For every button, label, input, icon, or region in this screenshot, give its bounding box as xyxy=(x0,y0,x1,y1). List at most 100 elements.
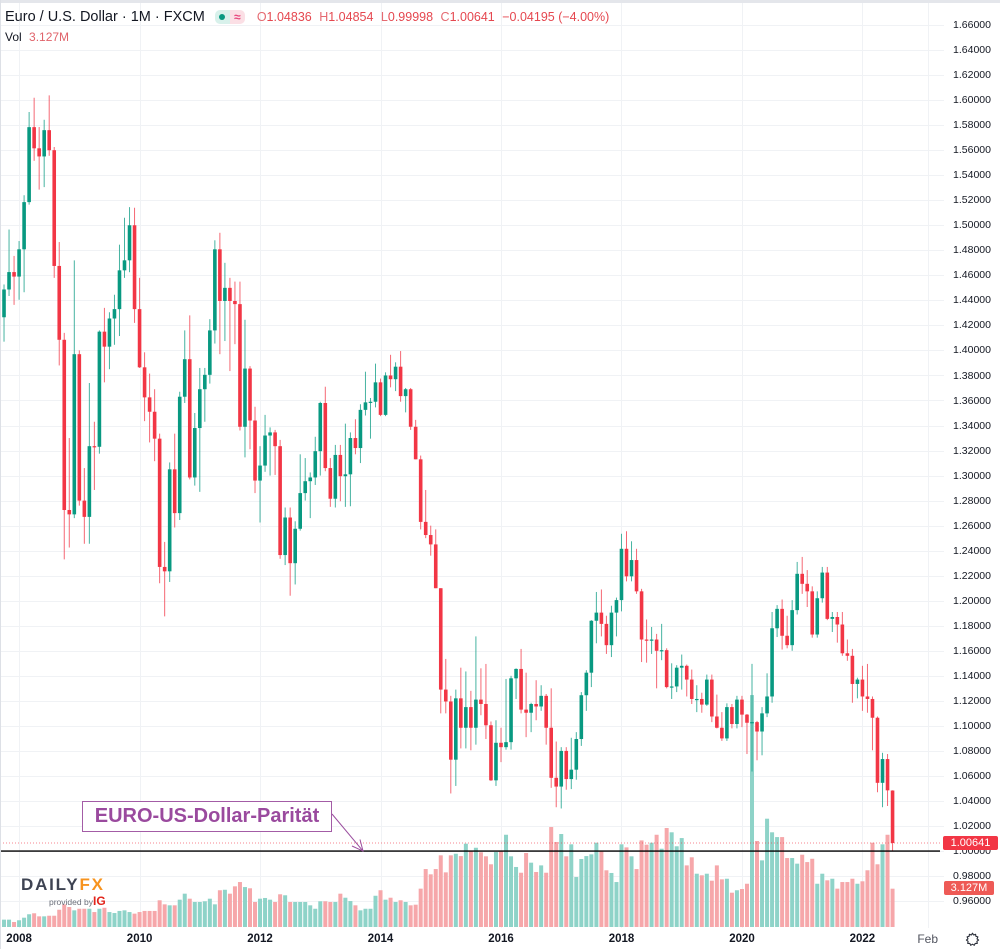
candle-body xyxy=(363,402,368,410)
candle xyxy=(388,354,393,388)
candle xyxy=(82,468,87,544)
candle xyxy=(97,330,102,454)
dailyfx-logo: DAILYFX provided by IG xyxy=(21,876,106,909)
candle-body xyxy=(408,389,413,427)
candle-body xyxy=(278,446,282,556)
candle-body xyxy=(604,623,609,646)
volume-bar xyxy=(32,913,37,927)
candle-body xyxy=(263,435,267,466)
candle-body xyxy=(805,583,810,592)
price-tick-label: 1.66000 xyxy=(953,19,991,31)
candle xyxy=(589,620,594,688)
candle xyxy=(659,623,664,661)
candle-body xyxy=(268,432,272,436)
volume-bar xyxy=(599,851,604,927)
volume-bar xyxy=(674,846,679,927)
candle-body xyxy=(574,739,579,770)
candle-body xyxy=(87,446,92,517)
candle xyxy=(2,284,6,342)
volume-bar xyxy=(378,890,383,927)
candle-body xyxy=(102,331,107,347)
dailyfx-wordmark: DAILYFX xyxy=(21,876,105,894)
candle xyxy=(218,232,222,355)
candle xyxy=(373,363,378,408)
candle-body xyxy=(609,612,614,646)
price-tick-label: 1.62000 xyxy=(953,69,991,82)
volume-bar xyxy=(212,904,217,927)
candle-body xyxy=(589,620,594,673)
candle-body xyxy=(800,573,804,584)
candle xyxy=(62,332,67,560)
price-tick-label: 1.46000 xyxy=(953,269,991,282)
market-status-pill[interactable]: ≈ xyxy=(214,10,245,24)
candle-body xyxy=(82,500,87,517)
volume-bar xyxy=(870,842,875,927)
candle-body xyxy=(855,679,860,684)
symbol-title[interactable]: Euro / U.S. Dollar · 1M · FXCM xyxy=(5,9,205,25)
volume-bar xyxy=(207,898,212,927)
candle xyxy=(92,421,97,490)
volume-bar xyxy=(815,883,820,927)
chart-settings-button[interactable] xyxy=(965,932,980,947)
volume-bar xyxy=(519,872,524,927)
volume-bar xyxy=(27,914,32,927)
candle xyxy=(679,654,684,690)
parity-annotation-box: EURO-US-Dollar-Parität xyxy=(82,801,332,832)
candle-body xyxy=(308,477,313,482)
candle-body xyxy=(770,628,774,697)
volume-bar xyxy=(273,902,278,927)
volume-bar xyxy=(182,893,187,927)
candle-body xyxy=(850,655,855,684)
candle xyxy=(474,636,478,745)
volume-bar xyxy=(62,904,67,927)
candle-body xyxy=(534,703,538,707)
candle-body xyxy=(107,318,112,347)
candle-body xyxy=(213,249,217,331)
candle-body xyxy=(715,716,719,728)
change-value: −0.04195 (−4.00%) xyxy=(502,10,610,24)
volume-bar xyxy=(509,856,514,927)
volume-indicator-label[interactable]: Vol xyxy=(5,30,22,44)
candle xyxy=(142,352,147,422)
candle xyxy=(514,668,518,699)
volume-bar xyxy=(458,856,463,927)
candle-body xyxy=(248,368,252,421)
low-label: L xyxy=(380,10,388,24)
candle-body xyxy=(438,588,443,690)
candle xyxy=(654,633,659,689)
legend-volume-row: Vol 3.127M xyxy=(5,28,609,46)
volume-bar xyxy=(739,889,744,927)
candle-body xyxy=(388,375,393,380)
candle xyxy=(177,391,182,521)
candle xyxy=(689,669,694,704)
volume-indicator-value: 3.127M xyxy=(29,30,70,44)
candle-body xyxy=(77,354,82,501)
volume-bar xyxy=(579,859,584,927)
volume-bar xyxy=(258,898,263,927)
price-chart-canvas[interactable] xyxy=(0,0,945,928)
candle-body xyxy=(504,742,508,748)
candle xyxy=(544,693,548,745)
volume-bar xyxy=(82,908,87,927)
candle xyxy=(534,680,538,721)
volume-bar xyxy=(363,908,368,927)
volume-bar xyxy=(2,919,7,927)
candle-body xyxy=(208,330,212,375)
candle-body xyxy=(122,260,127,271)
candle xyxy=(443,658,448,714)
candle xyxy=(664,648,669,689)
candle-body xyxy=(830,617,835,619)
volume-bar xyxy=(840,882,845,927)
volume-bar xyxy=(709,880,714,927)
candle xyxy=(790,600,794,651)
candle-body xyxy=(428,535,433,545)
time-scale[interactable]: 2008 2010 2012 2014 2016 2018 2020 2022 Feb xyxy=(0,928,940,949)
candle-body xyxy=(684,665,689,680)
chart-plot-area[interactable] xyxy=(0,0,944,928)
price-scale[interactable]: 1.66000 1.64000 1.62000 1.60000 1.58000 1.560… xyxy=(940,0,1000,928)
candle xyxy=(112,294,117,345)
candle-body xyxy=(162,566,167,572)
volume-bar xyxy=(473,847,478,927)
candle xyxy=(710,674,714,723)
volume-bar xyxy=(353,905,358,927)
